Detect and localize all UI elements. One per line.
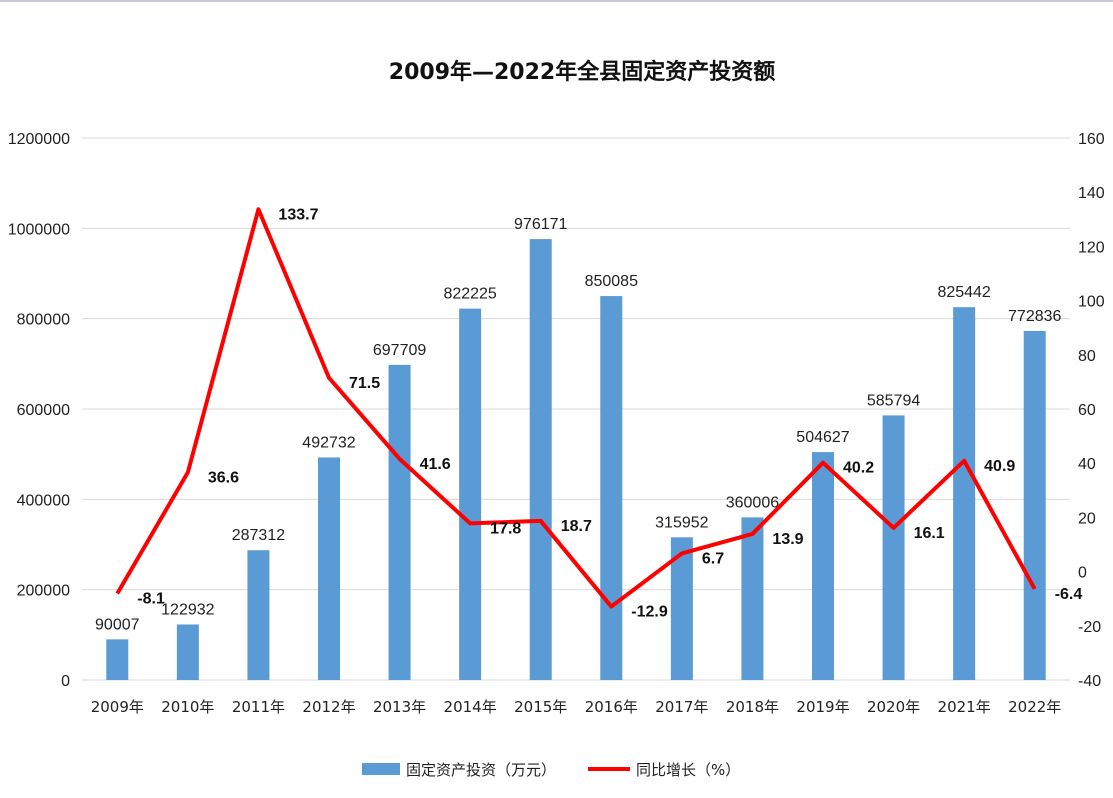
- bar: [670, 537, 693, 680]
- bar: [247, 550, 270, 680]
- right-tick-label: 0: [1078, 565, 1087, 582]
- x-tick-label: 2014年: [444, 698, 497, 716]
- x-tick-label: 2016年: [585, 698, 638, 716]
- x-tick-label: 2020年: [867, 698, 920, 716]
- x-tick-label: 2011年: [232, 698, 285, 716]
- line-value-label: 71.5: [349, 375, 380, 392]
- chart-title: 2009年—2022年全县固定资产投资额: [389, 59, 775, 85]
- x-tick-label: 2012年: [302, 698, 355, 716]
- right-tick-label: 20: [1078, 510, 1096, 527]
- line-value-label: 6.7: [702, 550, 724, 567]
- left-tick-label: 0: [61, 673, 70, 690]
- bar-value-label: 585794: [867, 392, 920, 409]
- right-tick-label: 80: [1078, 348, 1096, 365]
- line-series: [115, 207, 1037, 609]
- bar: [1023, 330, 1046, 680]
- line-value-label: 40.2: [843, 460, 874, 477]
- bar-value-label: 315952: [655, 514, 708, 531]
- bar: [459, 308, 482, 680]
- gridlines: [82, 137, 1070, 681]
- bar-value-label: 850085: [585, 273, 638, 290]
- left-tick-label: 400000: [17, 492, 70, 509]
- line-value-label: 16.1: [914, 525, 945, 542]
- growth-line: [115, 207, 1037, 609]
- line-value-label: 13.9: [772, 531, 803, 548]
- bar: [600, 296, 623, 680]
- bar: [176, 624, 199, 680]
- right-tick-label: -20: [1078, 619, 1101, 636]
- bar-value-label: 772836: [1008, 308, 1061, 325]
- bar: [882, 415, 905, 680]
- bar-value-label: 825442: [937, 284, 990, 301]
- line-value-label: -6.4: [1055, 586, 1083, 603]
- line-value-label: 18.7: [561, 518, 592, 535]
- x-tick-label: 2021年: [938, 698, 991, 716]
- right-tick-label: 160: [1078, 131, 1105, 148]
- bar-value-label: 697709: [373, 342, 426, 359]
- bar: [106, 639, 129, 680]
- right-tick-label: 60: [1078, 402, 1096, 419]
- line-value-label: -8.1: [137, 591, 165, 608]
- bar: [388, 364, 411, 680]
- x-tick-label: 2015年: [514, 698, 567, 716]
- line-value-label: 17.8: [490, 520, 521, 537]
- bar-series: [106, 239, 1046, 680]
- line-value-label: 36.6: [208, 469, 239, 486]
- line-value-label: 40.9: [984, 458, 1015, 475]
- bar-value-label: 122932: [161, 601, 214, 618]
- x-tick-label: 2018年: [726, 698, 779, 716]
- legend: 固定资产投资（万元） 同比增长（%）: [362, 761, 740, 779]
- line-value-label: 41.6: [420, 456, 451, 473]
- bar-value-label: 90007: [95, 616, 140, 633]
- x-tick-label: 2022年: [1008, 698, 1061, 716]
- right-tick-label: 140: [1078, 185, 1105, 202]
- line-data-labels: -8.1 36.6 133.7 71.5 41.6 17.8 18.7 -12.9 6.7 13.…: [137, 206, 1082, 620]
- bar: [812, 452, 834, 680]
- left-tick-label: 1000000: [8, 221, 70, 238]
- bar-value-label: 976171: [514, 216, 567, 233]
- bar-value-label: 360006: [726, 494, 779, 511]
- right-tick-label: -40: [1078, 673, 1101, 690]
- bar: [953, 307, 976, 680]
- x-tick-label: 2009年: [91, 698, 144, 716]
- right-tick-label: 120: [1078, 239, 1105, 256]
- legend-bar-swatch: [362, 763, 400, 775]
- right-tick-label: 100: [1078, 294, 1105, 311]
- bar: [318, 457, 340, 680]
- bar-value-label: 822225: [443, 286, 496, 303]
- bar: [529, 239, 552, 680]
- x-axis-ticks: 2009年 2010年 2011年 2012年 2013年 2014年 2015年 2016年…: [91, 698, 1062, 716]
- line-value-label: -12.9: [631, 604, 668, 621]
- bar-value-label: 287312: [232, 527, 285, 544]
- right-axis-ticks: -40 -20 0 20 40 60 80 100 120 140 160: [1078, 131, 1105, 690]
- x-tick-label: 2019年: [796, 698, 849, 716]
- x-tick-label: 2010年: [161, 698, 214, 716]
- bar-value-label: 504627: [796, 429, 849, 446]
- left-axis-ticks: 0 200000 400000 600000 800000 1000000 1200000: [8, 131, 70, 690]
- bar-value-label: 492732: [302, 434, 355, 451]
- line-value-label: 133.7: [278, 206, 318, 223]
- x-tick-label: 2017年: [655, 698, 708, 716]
- x-tick-label: 2013年: [373, 698, 426, 716]
- left-tick-label: 200000: [17, 583, 70, 600]
- left-tick-label: 800000: [17, 312, 70, 329]
- left-tick-label: 600000: [17, 402, 70, 419]
- legend-bar-label: 固定资产投资（万元）: [406, 761, 556, 779]
- left-tick-label: 1200000: [8, 131, 70, 148]
- bar-data-labels: 90007 122932 287312 492732 697709 822225 97617…: [95, 216, 1061, 633]
- bar: [741, 517, 764, 680]
- right-tick-label: 40: [1078, 456, 1096, 473]
- legend-line-label: 同比增长（%）: [636, 761, 740, 779]
